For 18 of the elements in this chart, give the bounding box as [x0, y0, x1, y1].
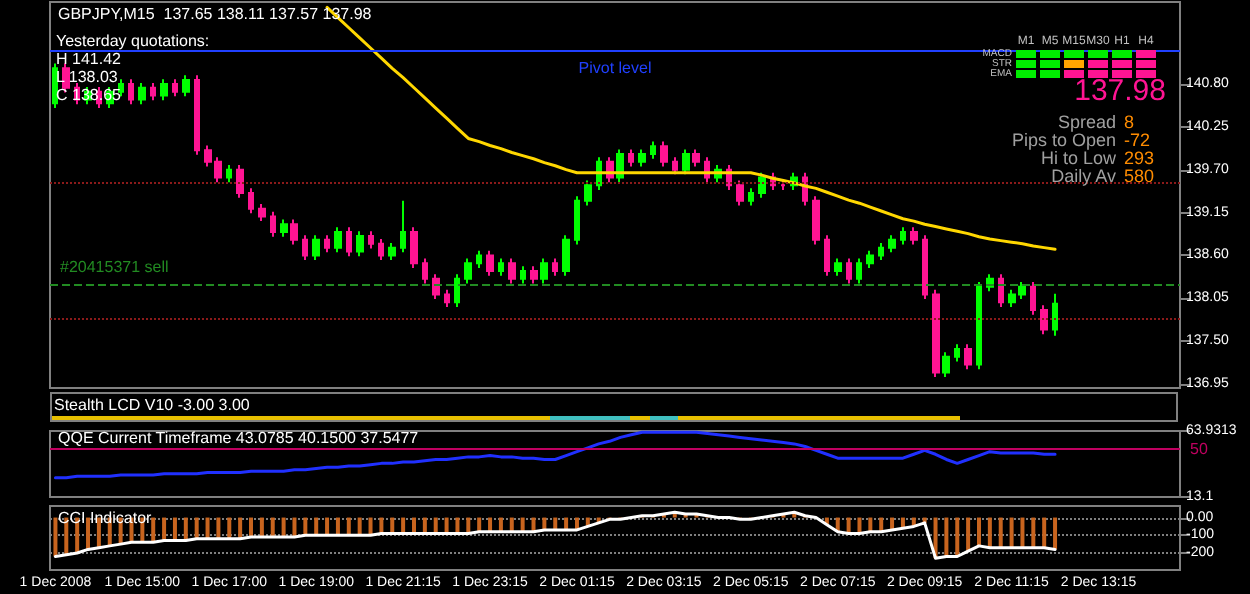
ref-line-label: Pivot level: [578, 58, 652, 77]
annotation: 293: [1124, 148, 1155, 168]
annotation: Daily Av: [1051, 166, 1116, 186]
annotation: H 141.42: [56, 50, 121, 68]
annotation: 580: [1124, 166, 1155, 186]
text: Stealth LCD V10 -3.00 3.00: [54, 396, 250, 414]
annotation: -72: [1124, 130, 1151, 150]
annotation: Pips to Open: [1011, 130, 1116, 150]
annotation: Yesterday quotations:: [56, 32, 210, 50]
annotation: Hi to Low: [1040, 148, 1116, 168]
annotation: Spread: [1057, 112, 1116, 132]
ref-line-label: 50: [1190, 440, 1209, 459]
chart-title: CCI Indicator: [58, 509, 153, 527]
ref-line-label: #20415371 sell: [60, 258, 169, 277]
annotation: 137.98: [1074, 74, 1166, 108]
chart-title: QQE Current Timeframe 43.0785 40.1500 37.5477: [58, 429, 420, 447]
annotation: L 138.03: [56, 68, 118, 86]
annotation: 8: [1124, 112, 1135, 132]
